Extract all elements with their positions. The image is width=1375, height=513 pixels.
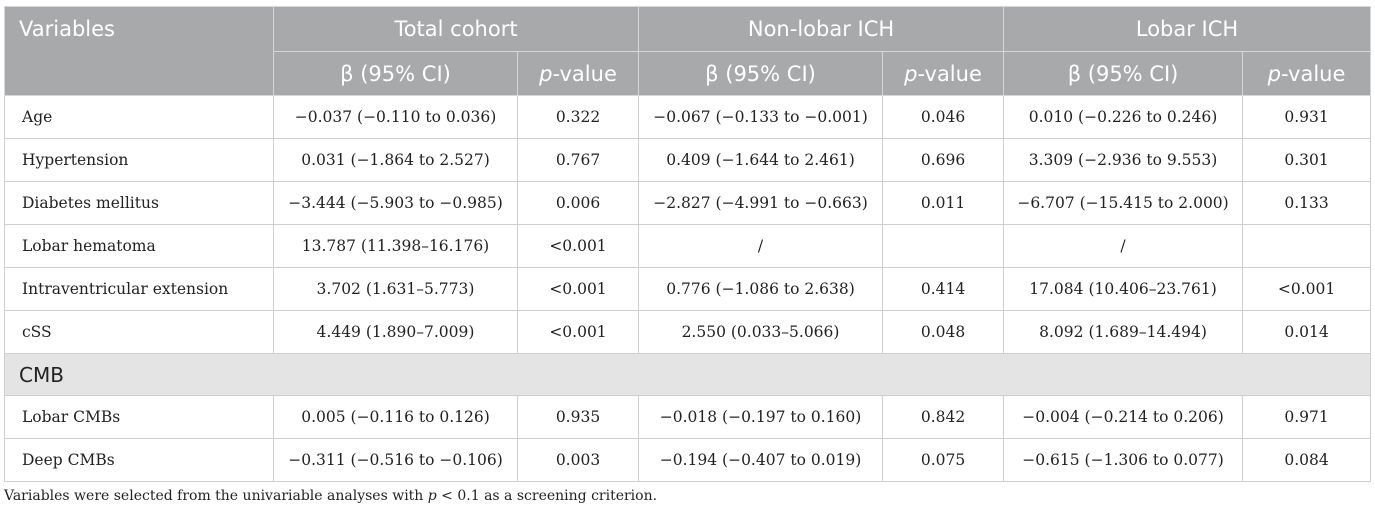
p-suffix: -value (552, 61, 617, 86)
lobar-p-cell: <0.001 (1242, 267, 1372, 311)
total-cohort-p-cell: 0.006 (516, 181, 640, 225)
table-body: Age −0.037 (−0.110 to 0.036) 0.322 −0.067 (… (3, 95, 1372, 482)
footnote-text-after: < 0.1 as a screening criterion. (436, 488, 658, 504)
total-cohort-p-cell: 0.003 (516, 438, 640, 482)
section-row-cmb: CMB (3, 353, 1372, 396)
header-row-groups: Variables Total cohort Non-lobar ICH Lob… (4, 6, 1372, 96)
section-label: CMB (3, 353, 1372, 396)
variable-label: Intraventricular extension (4, 267, 274, 311)
total-cohort-beta-cell: −0.037 (−0.110 to 0.036) (273, 95, 518, 139)
lobar-beta-cell: / (1003, 224, 1244, 268)
total-cohort-beta-cell: 4.449 (1.890–7.009) (273, 310, 518, 354)
non-lobar-beta-cell: 0.776 (−1.086 to 2.638) (638, 267, 884, 311)
table-row: Hypertension 0.031 (−1.864 to 2.527) 0.767… (4, 138, 1372, 182)
beta-ci-header: β (95% CI) (638, 51, 884, 96)
total-cohort-beta-cell: 3.702 (1.631–5.773) (273, 267, 518, 311)
footnote-text-before: Variables were selected from the univari… (4, 488, 428, 504)
variable-label: Deep CMBs (4, 438, 274, 482)
non-lobar-p-cell: 0.842 (882, 395, 1005, 439)
p-italic: p (904, 61, 918, 86)
non-lobar-p-cell: 0.414 (882, 267, 1005, 311)
lobar-p-cell: 0.301 (1242, 138, 1372, 182)
table-row: cSS 4.449 (1.890–7.009) <0.001 2.550 (0.033… (4, 310, 1372, 354)
lobar-p-cell: 0.014 (1242, 310, 1372, 354)
table-row: Diabetes mellitus −3.444 (−5.903 to −0.98… (4, 181, 1372, 225)
non-lobar-beta-cell: −2.827 (−4.991 to −0.663) (638, 181, 884, 225)
header-row-columns: β (95% CI) p-value β (95% CI) p-value β … (5, 51, 1372, 96)
total-cohort-p-cell: <0.001 (516, 310, 640, 354)
total-cohort-p-cell: 0.935 (516, 395, 640, 439)
non-lobar-p-cell: 0.075 (882, 438, 1005, 482)
non-lobar-p-cell (882, 224, 1005, 268)
p-value-header: p-value (882, 51, 1005, 96)
non-lobar-p-cell: 0.011 (882, 181, 1005, 225)
table-row: Lobar CMBs 0.005 (−0.116 to 0.126) 0.935 −0… (4, 395, 1372, 439)
lobar-beta-cell: −0.004 (−0.214 to 0.206) (1003, 395, 1244, 439)
total-cohort-beta-cell: −0.311 (−0.516 to −0.106) (273, 438, 518, 482)
p-suffix: -value (1281, 61, 1346, 86)
lobar-p-cell (1242, 224, 1372, 268)
beta-ci-header: β (95% CI) (273, 51, 518, 96)
variable-label: Diabetes mellitus (4, 181, 274, 225)
beta-ci-header: β (95% CI) (1003, 51, 1244, 96)
non-lobar-beta-cell: −0.194 (−0.407 to 0.019) (638, 438, 884, 482)
total-cohort-beta-cell: 13.787 (11.398–16.176) (273, 224, 518, 268)
results-table-container: Variables Total cohort Non-lobar ICH Lob… (3, 6, 1372, 482)
total-cohort-beta-cell: 0.005 (−0.116 to 0.126) (273, 395, 518, 439)
non-lobar-beta-cell: −0.067 (−0.133 to −0.001) (638, 95, 884, 139)
table-row: Lobar hematoma 13.787 (11.398–16.176) <0.0… (4, 224, 1372, 268)
table-footnote: Variables were selected from the univari… (4, 488, 657, 504)
regression-table: Variables Total cohort Non-lobar ICH Lob… (3, 6, 1372, 482)
table-row: Deep CMBs −0.311 (−0.516 to −0.106) 0.003−… (4, 438, 1372, 482)
total-cohort-p-cell: 0.767 (516, 138, 640, 182)
lobar-p-cell: 0.971 (1242, 395, 1372, 439)
total-cohort-p-cell: 0.322 (516, 95, 640, 139)
total-cohort-beta-cell: −3.444 (−5.903 to −0.985) (273, 181, 518, 225)
non-lobar-p-cell: 0.696 (882, 138, 1005, 182)
p-italic: p (539, 61, 553, 86)
p-suffix: -value (917, 61, 982, 86)
p-value-header: p-value (516, 51, 640, 96)
variable-label: cSS (4, 310, 274, 354)
footnote-p: p (427, 488, 437, 504)
variables-header: Variables (4, 6, 274, 96)
lobar-p-cell: 0.133 (1242, 181, 1372, 225)
p-italic: p (1267, 61, 1282, 86)
variable-label: Lobar hematoma (4, 224, 274, 268)
non-lobar-beta-cell: −0.018 (−0.197 to 0.160) (638, 395, 884, 439)
lobar-beta-cell: 3.309 (−2.936 to 9.553) (1003, 138, 1244, 182)
variable-label: Lobar CMBs (4, 395, 274, 439)
non-lobar-beta-cell: 0.409 (−1.644 to 2.461) (638, 138, 884, 182)
lobar-p-cell: 0.931 (1242, 95, 1372, 139)
variable-label: Age (4, 95, 274, 139)
p-value-header: p-value (1242, 51, 1372, 96)
lobar-beta-cell: 8.092 (1.689–14.494) (1003, 310, 1244, 354)
lobar-beta-cell: −6.707 (−15.415 to 2.000) (1003, 181, 1244, 225)
non-lobar-beta-cell: / (638, 224, 884, 268)
lobar-beta-cell: 17.084 (10.406–23.761) (1003, 267, 1244, 311)
total-cohort-p-cell: <0.001 (516, 267, 640, 311)
lobar-beta-cell: 0.010 (−0.226 to 0.246) (1003, 95, 1244, 139)
total-cohort-p-cell: <0.001 (516, 224, 640, 268)
lobar-p-cell: 0.084 (1242, 438, 1372, 482)
table-row: Intraventricular extension 3.702 (1.631–5… (4, 267, 1372, 311)
variable-label: Hypertension (4, 138, 274, 182)
group-header-total-cohort: Total cohort (272, 6, 640, 52)
table-row: Age −0.037 (−0.110 to 0.036) 0.322 −0.067 (… (4, 95, 1372, 139)
non-lobar-p-cell: 0.048 (882, 310, 1005, 354)
lobar-beta-cell: −0.615 (−1.306 to 0.077) (1003, 438, 1244, 482)
table-header: Variables Total cohort Non-lobar ICH Lob… (4, 6, 1372, 96)
group-header-lobar-ich: Lobar ICH (1003, 6, 1372, 52)
non-lobar-p-cell: 0.046 (882, 95, 1005, 139)
non-lobar-beta-cell: 2.550 (0.033–5.066) (638, 310, 884, 354)
group-header-non-lobar-ich: Non-lobar ICH (638, 6, 1005, 52)
total-cohort-beta-cell: 0.031 (−1.864 to 2.527) (273, 138, 518, 182)
